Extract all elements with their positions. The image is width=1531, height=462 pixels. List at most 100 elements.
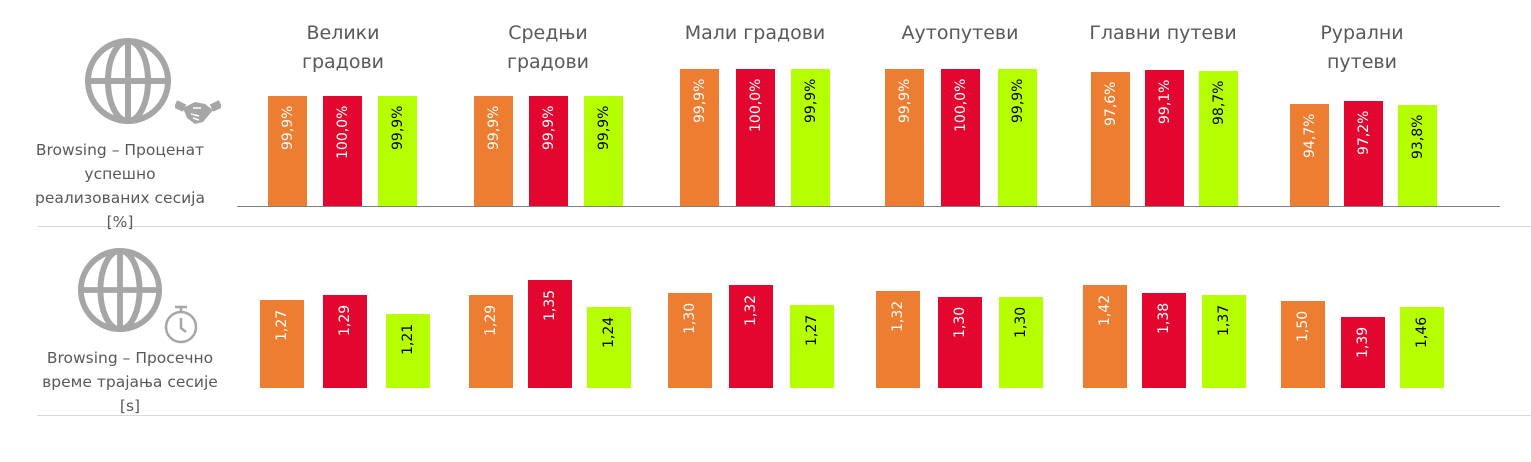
row-label-duration: Browsing – Просечно време трајања сесије… [25, 346, 235, 418]
data-label: 99,9% [595, 105, 612, 151]
data-label: 94,7% [1301, 113, 1318, 158]
category-title: Аутопутеви [860, 19, 1060, 48]
handshake-icon [175, 100, 221, 124]
bar: 99,9% [680, 69, 719, 206]
data-label: 1,29 [337, 305, 353, 337]
bar: 1,29 [323, 295, 367, 388]
data-label: 99,1% [1156, 79, 1173, 125]
category-title-line: Средњи [508, 22, 588, 44]
bar: 93,8% [1398, 104, 1437, 206]
category-title-line: Главни путеви [1089, 22, 1237, 44]
bar: 1,38 [1142, 293, 1186, 388]
bar: 99,9% [998, 69, 1037, 206]
data-label: 99,9% [540, 105, 557, 151]
bar: 94,7% [1290, 103, 1329, 206]
data-label: 100,0% [952, 78, 969, 132]
data-label: 99,9% [389, 105, 406, 151]
data-label: 1,27 [274, 309, 290, 341]
row-label-success-rate: Browsing – Проценат успешно реализованих… [20, 138, 220, 234]
row-label-line: реализованих сесија [35, 189, 205, 207]
row-label-line: Browsing – Проценат [35, 141, 205, 159]
bar: 98,7% [1199, 70, 1238, 206]
bar: 99,9% [268, 96, 307, 206]
bar: 1,32 [729, 285, 773, 388]
bar: 100,0% [941, 69, 980, 206]
bar: 1,46 [1400, 306, 1444, 388]
category-title: Главни путеви [1063, 19, 1263, 48]
data-label: 99,9% [279, 105, 296, 151]
data-label: 99,9% [485, 105, 502, 151]
bar: 1,35 [528, 279, 572, 388]
category-title: Средњи градови [448, 19, 648, 77]
data-label: 100,0% [747, 78, 764, 132]
row-divider [37, 415, 1531, 416]
data-label: 1,30 [1013, 306, 1029, 339]
data-label: 97,2% [1355, 110, 1372, 156]
stopwatch-icon [164, 305, 198, 344]
bar: 97,6% [1091, 72, 1130, 206]
data-label: 1,39 [1355, 326, 1371, 358]
category-title: Рурални путеви [1262, 19, 1462, 77]
data-label: 1,30 [682, 302, 698, 334]
bar: 99,1% [1145, 70, 1184, 206]
bar: 1,50 [1281, 301, 1325, 388]
category-title-line: Мали градови [684, 22, 826, 44]
data-label: 1,29 [483, 304, 499, 336]
bar: 1,21 [386, 313, 430, 388]
bar: 1,29 [469, 294, 513, 388]
data-label: 99,9% [896, 78, 913, 124]
data-label: 1,24 [601, 316, 617, 348]
data-label: 99,9% [1009, 78, 1026, 124]
data-label: 1,32 [890, 300, 906, 333]
data-label: 1,37 [1216, 304, 1232, 336]
bar: 1,24 [587, 306, 631, 388]
data-label: 1,35 [542, 289, 558, 321]
data-label: 97,6% [1102, 81, 1119, 127]
row-label-line: [%] [106, 213, 134, 231]
data-label: 99,9% [802, 78, 819, 124]
data-label: 93,8% [1409, 114, 1426, 159]
data-label: 1,38 [1156, 302, 1172, 334]
bar: 1,30 [999, 297, 1043, 388]
row-divider [37, 226, 1531, 227]
bar: 99,9% [584, 96, 623, 206]
bar: 99,9% [474, 96, 513, 206]
data-label: 99,9% [691, 78, 708, 124]
data-label: 1,27 [804, 314, 820, 346]
bar: 1,27 [790, 305, 834, 388]
data-label: 1,50 [1295, 310, 1311, 342]
category-title: Мали градови [655, 19, 855, 48]
data-label: 1,32 [743, 294, 759, 326]
bar: 99,9% [529, 96, 568, 206]
bar: 1,37 [1202, 295, 1246, 388]
category-title-line: Велики [306, 22, 380, 44]
bar: 99,9% [791, 69, 830, 206]
data-label: 100,0% [334, 105, 351, 159]
category-title-line: путеви [1327, 51, 1397, 73]
globe-icon [77, 247, 163, 333]
bar: 99,9% [885, 69, 924, 206]
data-label: 1,42 [1097, 294, 1113, 326]
globe-icon [85, 38, 171, 124]
category-title-line: Аутопутеви [901, 22, 1019, 44]
row-label-line: [s] [119, 397, 141, 415]
category-title-line: градови [302, 51, 384, 73]
bar: 1,32 [876, 291, 920, 388]
bar: 1,42 [1083, 285, 1127, 388]
category-title-line: градови [507, 51, 589, 73]
bar: 1,30 [938, 297, 982, 388]
data-label: 1,46 [1414, 316, 1430, 348]
bar: 100,0% [736, 69, 775, 206]
bar: 1,39 [1341, 316, 1385, 388]
data-label: 1,30 [952, 306, 968, 339]
bar: 100,0% [323, 96, 362, 206]
data-label: 1,21 [400, 323, 416, 355]
row-label-line: Browsing – Просечно [46, 349, 214, 367]
bar: 1,30 [668, 293, 712, 388]
bar: 99,9% [378, 96, 417, 206]
category-title-line: Рурални [1320, 22, 1404, 44]
bar: 97,2% [1344, 101, 1383, 206]
top-axis-line [237, 206, 1500, 207]
row-label-line: време трајања сесије [42, 373, 218, 391]
bar: 1,27 [260, 299, 304, 388]
